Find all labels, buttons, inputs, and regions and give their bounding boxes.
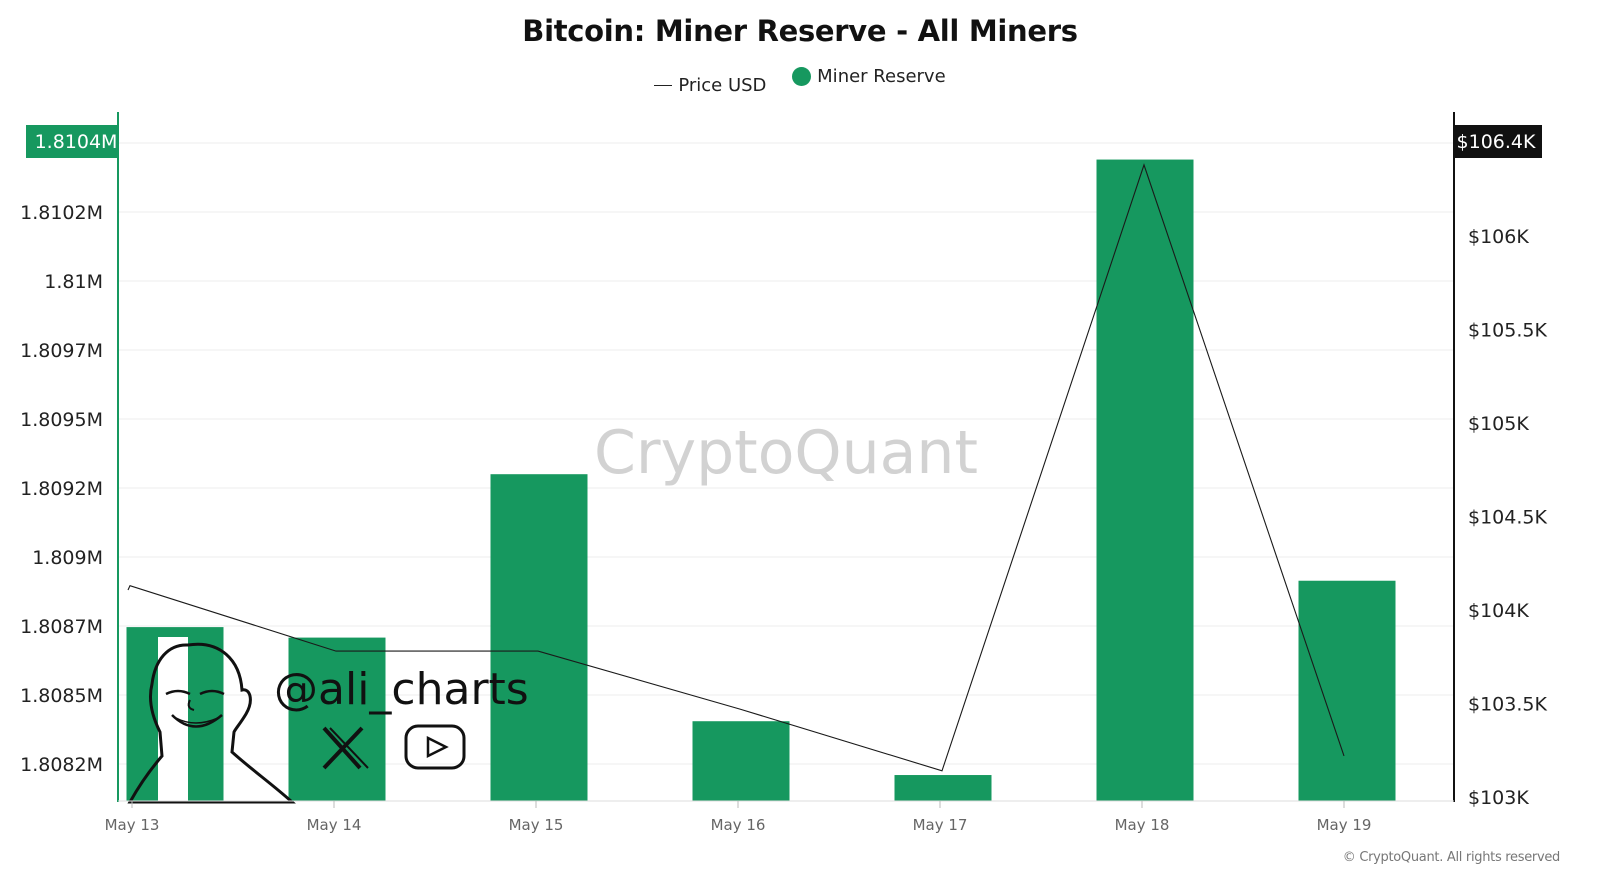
left-tick-label: 1.8095M bbox=[20, 409, 103, 431]
left-tick-label: 1.8082M bbox=[20, 754, 103, 776]
right-tick-label: $105.5K bbox=[1468, 320, 1547, 342]
right-tick-label: $104K bbox=[1468, 600, 1529, 622]
miner-reserve-bar[interactable] bbox=[894, 775, 992, 801]
left-tick-label: 1.8092M bbox=[20, 478, 103, 500]
avatar-illustration bbox=[127, 637, 296, 804]
legend-reserve-label: Miner Reserve bbox=[817, 66, 946, 87]
bar-series bbox=[126, 159, 1396, 801]
legend-price-label: Price USD bbox=[678, 74, 767, 96]
left-tick-label: 1.809M bbox=[32, 547, 103, 569]
x-axis-ticks: May 13 May 14 May 15 May 16 May 17 May 18 May … bbox=[105, 801, 1372, 834]
right-tick-label: $105K bbox=[1468, 413, 1529, 435]
copyright-footer: © CryptoQuant. All rights reserved bbox=[1342, 850, 1561, 865]
right-axis-ticks: $103K $103.5K $104K $104.5K $105K $105.5K $106… bbox=[1468, 226, 1547, 809]
miner-reserve-bar[interactable] bbox=[1096, 159, 1194, 801]
x-tick-label: May 19 bbox=[1317, 816, 1372, 834]
x-tick-label: May 16 bbox=[711, 816, 766, 834]
left-tick-label: 1.8085M bbox=[20, 685, 103, 707]
left-tick-label: 1.8087M bbox=[20, 616, 103, 638]
left-tick-label: 1.8102M bbox=[20, 202, 103, 224]
right-current-badge-bg bbox=[1454, 125, 1542, 158]
legend: Price USD Miner Reserve bbox=[0, 66, 1600, 96]
legend-item-price[interactable]: Price USD bbox=[654, 75, 766, 96]
left-tick-label: 1.8097M bbox=[20, 340, 103, 362]
watermark: CryptoQuant bbox=[594, 418, 978, 488]
right-current-badge-label: $106.4K bbox=[1457, 131, 1536, 153]
x-tick-label: May 18 bbox=[1115, 816, 1170, 834]
youtube-icon bbox=[404, 724, 466, 770]
left-current-badge-label: 1.8104M bbox=[35, 131, 118, 153]
legend-line-swatch bbox=[654, 84, 673, 86]
x-tick-label: May 14 bbox=[307, 816, 362, 834]
social-handle: @ali_charts bbox=[274, 664, 529, 715]
left-current-badge-bg bbox=[26, 125, 118, 158]
x-tick-label: May 15 bbox=[509, 816, 564, 834]
price-line bbox=[127, 163, 1345, 772]
right-current-badge: $106.4K bbox=[1454, 125, 1542, 158]
x-tick-label: May 13 bbox=[105, 816, 160, 834]
miner-reserve-bar[interactable] bbox=[490, 474, 588, 801]
right-tick-label: $103K bbox=[1468, 787, 1529, 809]
x-logo-icon bbox=[322, 726, 369, 770]
left-tick-label: 1.81M bbox=[44, 271, 103, 293]
left-axis-ticks: 1.8082M 1.8085M 1.8087M 1.809M 1.8092M 1.8095… bbox=[20, 202, 103, 776]
legend-dot-swatch bbox=[792, 67, 812, 86]
right-tick-label: $103.5K bbox=[1468, 694, 1547, 716]
x-tick-label: May 17 bbox=[913, 816, 968, 834]
left-current-badge: 1.8104M bbox=[26, 125, 118, 158]
grid-lines bbox=[118, 142, 1454, 765]
miner-reserve-bar[interactable] bbox=[1298, 580, 1396, 801]
miner-reserve-bar[interactable] bbox=[288, 637, 386, 801]
miner-reserve-bar[interactable] bbox=[692, 721, 790, 801]
chart-title: Bitcoin: Miner Reserve - All Miners bbox=[522, 14, 1078, 48]
right-tick-label: $104.5K bbox=[1468, 507, 1547, 529]
right-tick-label: $106K bbox=[1468, 226, 1529, 248]
legend-item-reserve[interactable]: Miner Reserve bbox=[792, 66, 946, 87]
